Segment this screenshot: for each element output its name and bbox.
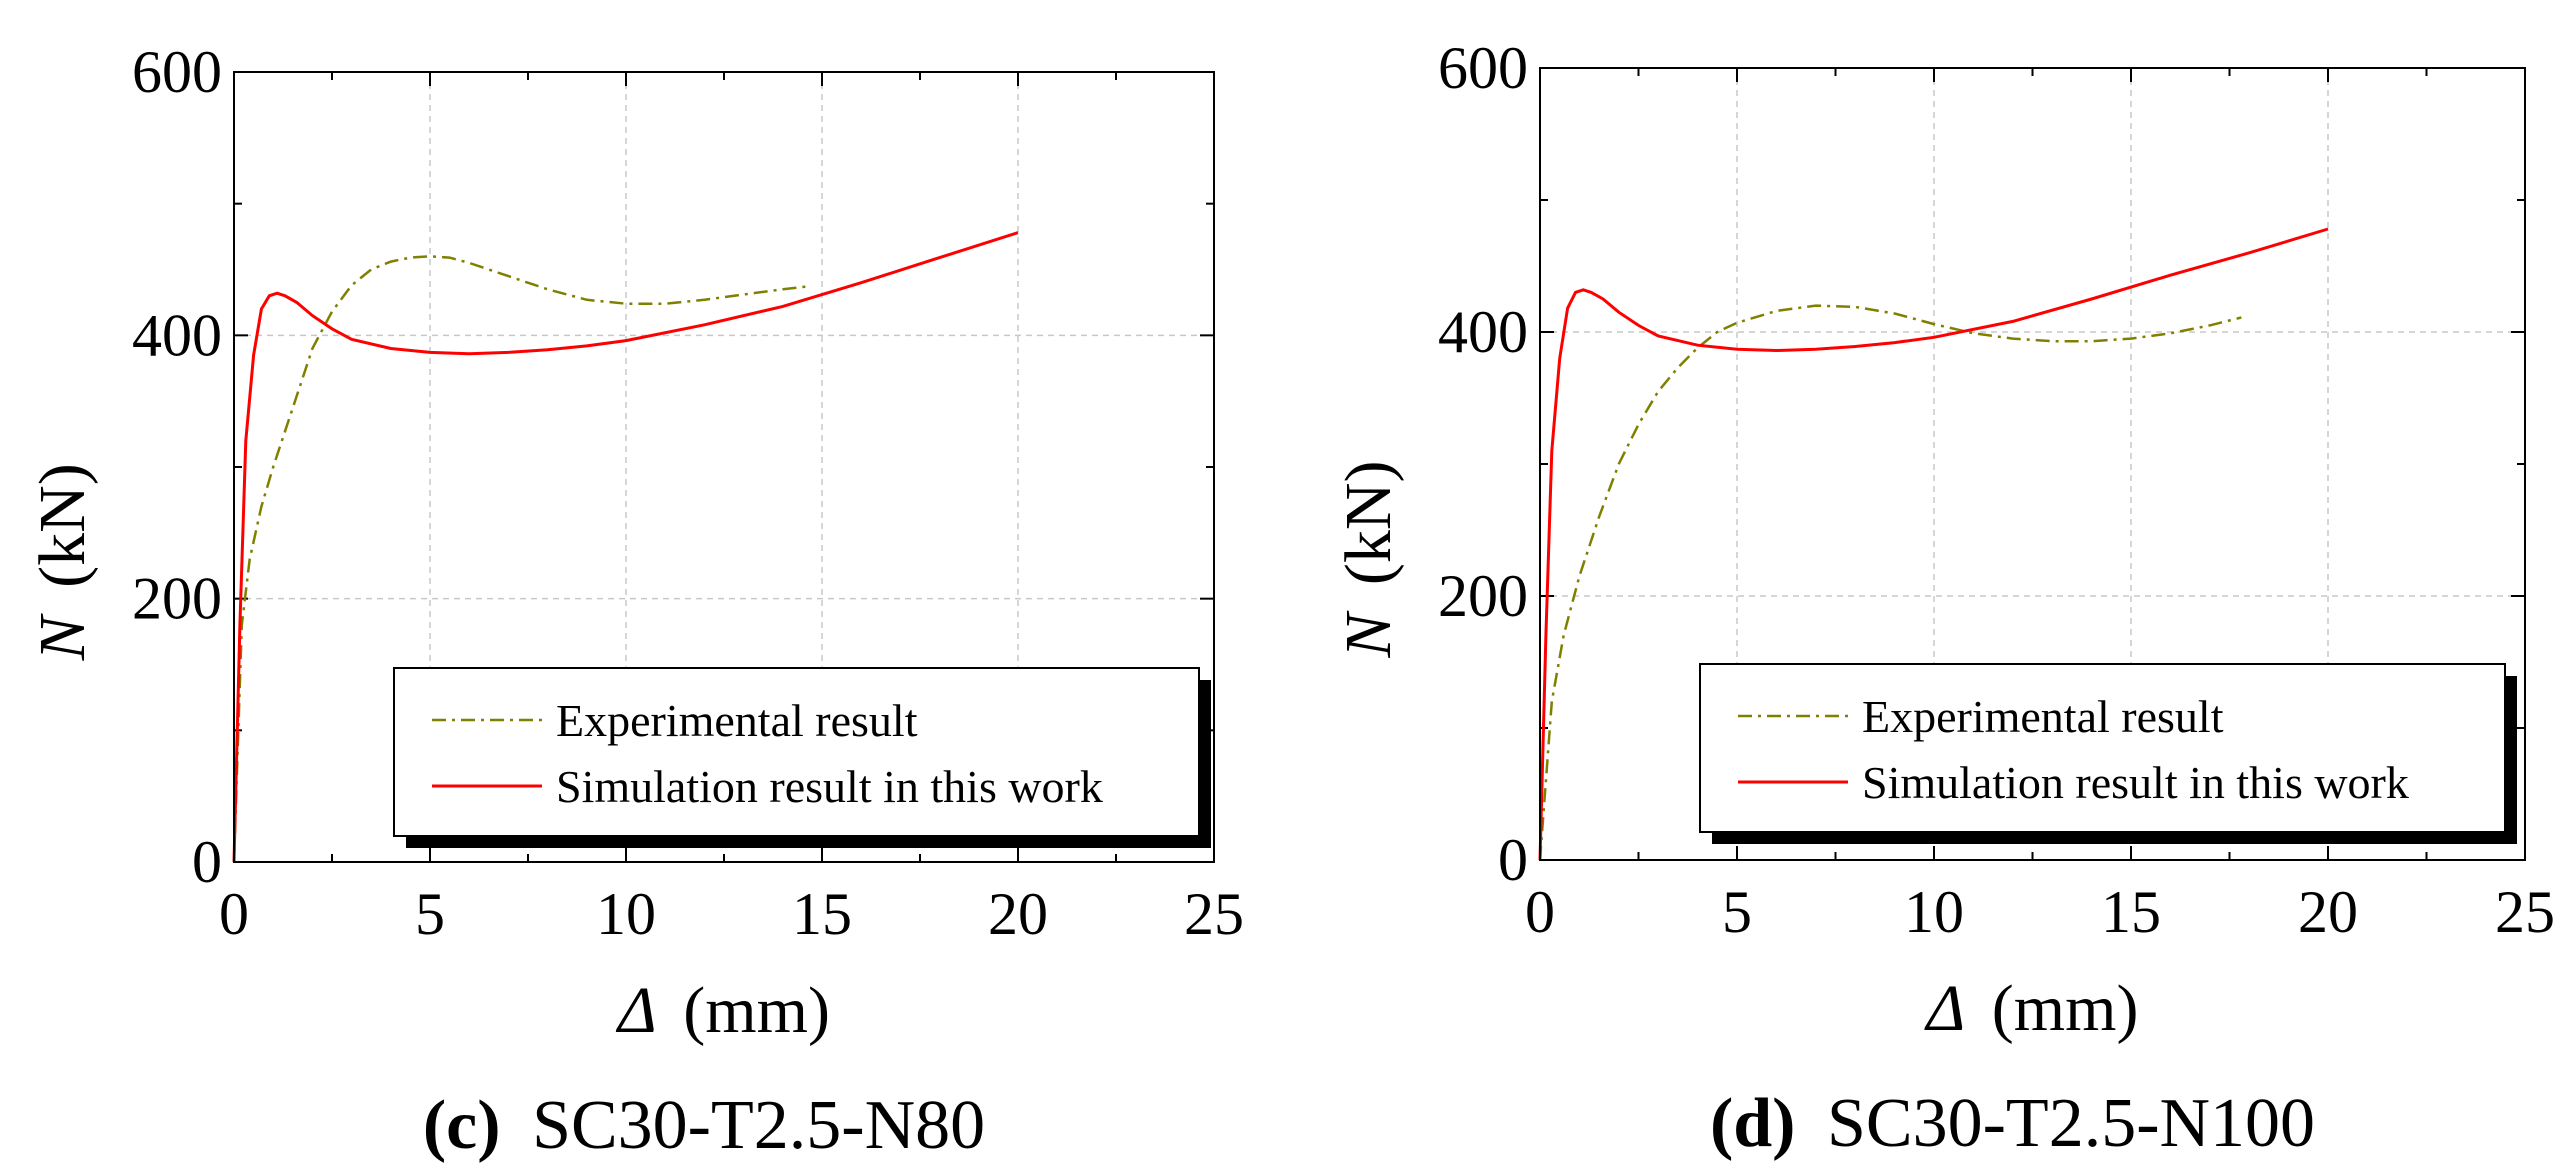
x-axis-title: Δ (mm) xyxy=(615,974,830,1047)
x-tick-labels: 0 5 10 15 20 25 xyxy=(219,881,1244,947)
legend-box xyxy=(1699,663,2506,833)
y-tick-labels: 0 200 400 600 xyxy=(1438,35,1528,893)
x-tick-label: 15 xyxy=(792,881,852,947)
legend-label-simulation: Simulation result in this work xyxy=(556,761,1103,812)
legend-box xyxy=(393,667,1200,837)
x-axis-unit: (mm) xyxy=(683,974,830,1047)
legend-label-experimental: Experimental result xyxy=(1862,691,2224,742)
series-simulation-line xyxy=(232,231,1019,863)
x-tick-labels: 0 5 10 15 20 25 xyxy=(1525,879,2555,945)
legend: Experimental result Simulation result in… xyxy=(393,667,1211,848)
x-tick-label: 25 xyxy=(1184,881,1244,947)
legend: Experimental result Simulation result in… xyxy=(1699,663,2517,844)
plot-frame xyxy=(1539,67,2526,861)
y-tick-label: 400 xyxy=(1438,299,1528,365)
x-axis-symbol: Δ xyxy=(615,974,657,1047)
series-simulation-line xyxy=(1538,227,2329,861)
x-axis-unit: (mm) xyxy=(1992,972,2139,1045)
y-tick-label: 200 xyxy=(132,566,222,632)
caption-title: SC30-T2.5-N100 xyxy=(1827,1085,2315,1162)
x-tick-label: 5 xyxy=(415,881,445,947)
y-axis-symbol: N xyxy=(26,612,99,661)
plot-frame xyxy=(233,71,1215,863)
y-tick-label: 0 xyxy=(192,829,222,895)
y-axis-title: N (kN) xyxy=(1332,460,1405,658)
y-tick-label: 0 xyxy=(1498,827,1528,893)
legend-label-experimental: Experimental result xyxy=(556,695,918,746)
legend-label-simulation: Simulation result in this work xyxy=(1862,757,2409,808)
x-tick-label: 25 xyxy=(2495,879,2555,945)
x-tick-label: 20 xyxy=(988,881,1048,947)
grid-lines xyxy=(234,72,1214,862)
x-tick-label: 5 xyxy=(1722,879,1752,945)
series-experimental-line xyxy=(232,255,807,863)
caption-title: SC30-T2.5-N80 xyxy=(532,1087,985,1164)
y-axis-title: N (kN) xyxy=(26,463,99,661)
panel-caption: (c) SC30-T2.5-N80 xyxy=(423,1087,985,1164)
caption-letter: (d) xyxy=(1710,1085,1796,1162)
x-tick-label: 15 xyxy=(2101,879,2161,945)
y-tick-label: 600 xyxy=(132,39,222,105)
x-tick-label: 10 xyxy=(1904,879,1964,945)
y-axis-unit: (kN) xyxy=(1332,460,1405,585)
caption-letter: (c) xyxy=(423,1087,501,1164)
x-tick-label: 10 xyxy=(596,881,656,947)
y-axis-symbol: N xyxy=(1332,610,1405,659)
chart-panel-d: 0 5 10 15 20 25 0 200 400 600 Experimental resul… xyxy=(1332,35,2555,1162)
y-tick-label: 400 xyxy=(132,302,222,368)
y-tick-label: 200 xyxy=(1438,563,1528,629)
x-tick-label: 20 xyxy=(2298,879,2358,945)
y-axis-unit: (kN) xyxy=(26,463,99,588)
series-lines xyxy=(1538,227,2329,861)
y-tick-label: 600 xyxy=(1438,35,1528,101)
x-tick-label: 0 xyxy=(219,881,249,947)
x-axis-symbol: Δ xyxy=(1924,972,1966,1045)
y-tick-labels: 0 200 400 600 xyxy=(132,39,222,895)
x-tick-label: 0 xyxy=(1525,879,1555,945)
x-axis-title: Δ (mm) xyxy=(1924,972,2139,1045)
panel-caption: (d) SC30-T2.5-N100 xyxy=(1710,1085,2315,1162)
series-lines xyxy=(232,231,1019,863)
chart-panel-c: 0 5 10 15 20 25 0 200 400 600 Experimental resul… xyxy=(26,39,1244,1164)
series-experimental-line xyxy=(1538,304,2242,861)
